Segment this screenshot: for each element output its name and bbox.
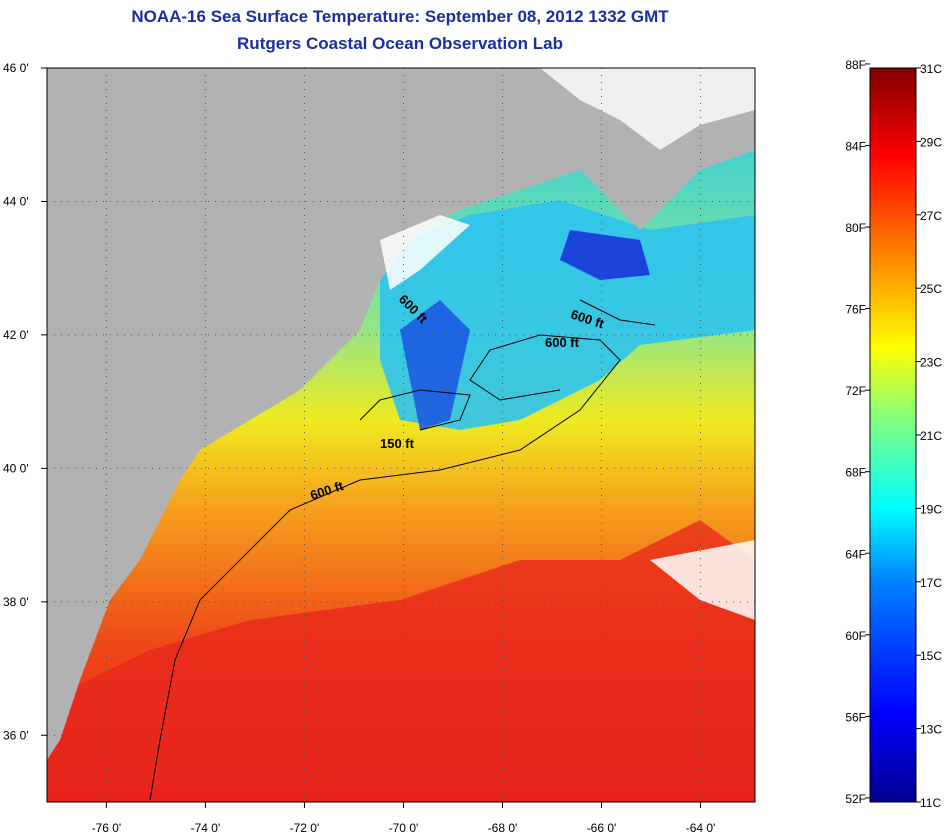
contour-label: 600 ft xyxy=(569,307,607,332)
lon-label: -72 0' xyxy=(290,821,320,835)
fahrenheit-label: 64F xyxy=(845,547,866,561)
contour-label: 150 ft xyxy=(380,436,415,451)
lat-label: 46 0' xyxy=(3,61,29,75)
celsius-label: 31C xyxy=(920,62,942,76)
map-title: NOAA-16 Sea Surface Temperature: Septemb… xyxy=(131,7,669,26)
fahrenheit-label: 88F xyxy=(845,58,866,72)
celsius-label: 17C xyxy=(920,576,942,590)
cloud-cover xyxy=(650,540,755,620)
fahrenheit-label: 76F xyxy=(845,303,866,317)
fahrenheit-label: 68F xyxy=(845,466,866,480)
cloud-cover xyxy=(540,68,755,150)
contour-label: 600 ft xyxy=(545,335,580,350)
bathymetry-contour-150ft xyxy=(359,389,471,431)
fahrenheit-label: 72F xyxy=(845,384,866,398)
celsius-label: 27C xyxy=(920,209,942,223)
celsius-label: 15C xyxy=(920,649,942,663)
land-mass xyxy=(47,68,755,760)
map-frame xyxy=(46,67,756,803)
graticule xyxy=(47,68,755,802)
fahrenheit-label: 60F xyxy=(845,629,866,643)
celsius-label: 13C xyxy=(920,723,942,737)
celsius-label: 11C xyxy=(920,796,941,810)
sea-surface-field xyxy=(47,68,755,802)
lat-label: 44 0' xyxy=(3,194,29,208)
bathymetry-contour xyxy=(149,299,656,801)
celsius-label: 29C xyxy=(920,135,942,149)
fahrenheit-label: 52F xyxy=(845,792,866,806)
fahrenheit-label: 56F xyxy=(845,710,866,724)
lon-label: -68 0' xyxy=(488,821,518,835)
axis-ticks: 46 0' 44 0' 42 0' 40 0' 38 0' 36 0' -76 0' -74 … xyxy=(3,61,715,835)
colorbar xyxy=(869,67,917,803)
celsius-label: 21C xyxy=(920,429,942,443)
lon-label: -76 0' xyxy=(92,821,122,835)
lat-label: 40 0' xyxy=(3,461,29,475)
contour-label: 600 ft xyxy=(396,292,431,327)
cold-upwelling-patch xyxy=(400,300,470,430)
celsius-label: 23C xyxy=(920,356,942,370)
colorbar-ticks: 31C 29C 27C 25C 23C 21C 19C 17C 15C 13C 11C 88F 84F 8… xyxy=(845,58,942,810)
gulf-of-maine-cold-water xyxy=(380,200,755,430)
lon-label: -64 0' xyxy=(686,821,716,835)
lat-label: 38 0' xyxy=(3,595,29,609)
map-panel xyxy=(47,68,755,802)
bay-of-fundy-cold-patch xyxy=(560,230,650,280)
gulf-stream-warm-water xyxy=(47,520,755,802)
lon-label: -66 0' xyxy=(587,821,617,835)
contour-label: 600 ft xyxy=(308,478,346,503)
fahrenheit-label: 80F xyxy=(845,221,866,235)
lon-label: -70 0' xyxy=(389,821,419,835)
cloud-cover xyxy=(380,215,470,290)
lat-label: 36 0' xyxy=(3,728,29,742)
lon-label: -74 0' xyxy=(191,821,221,835)
celsius-label: 25C xyxy=(920,282,942,296)
map-subtitle: Rutgers Coastal Ocean Observation Lab xyxy=(237,34,563,53)
fahrenheit-label: 84F xyxy=(845,139,866,153)
lat-label: 42 0' xyxy=(3,328,29,342)
celsius-label: 19C xyxy=(920,502,942,516)
